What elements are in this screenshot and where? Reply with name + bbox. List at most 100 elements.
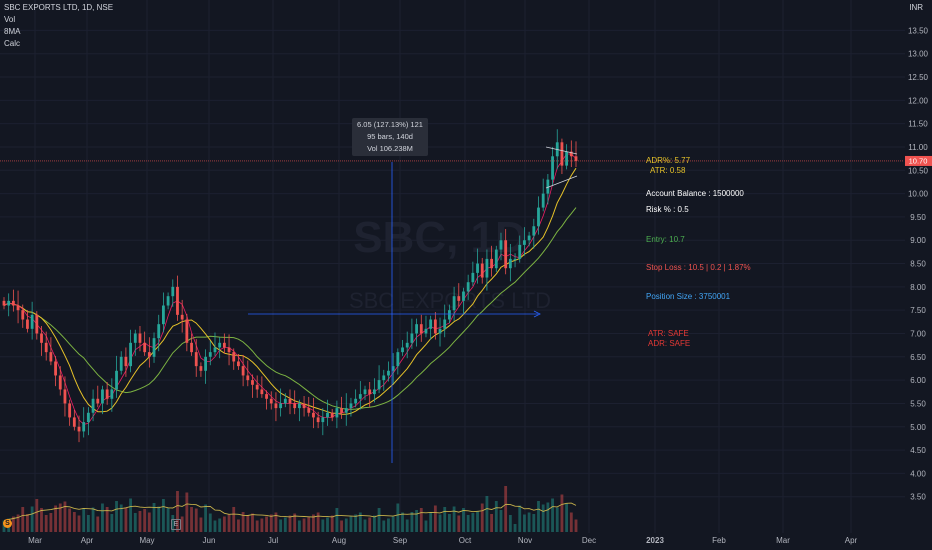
candle-body bbox=[105, 389, 109, 399]
candle-body bbox=[199, 366, 203, 371]
y-tick-label: 7.50 bbox=[910, 306, 926, 315]
candle-body bbox=[180, 314, 184, 320]
indicator-vol[interactable]: Vol bbox=[4, 15, 16, 24]
candle-body bbox=[415, 324, 418, 334]
volume-bar bbox=[448, 514, 451, 532]
indicator-calc[interactable]: Calc bbox=[4, 39, 21, 48]
candle-body bbox=[523, 240, 526, 245]
adr-value: ADR%: 5.77 bbox=[646, 156, 691, 165]
candle-body bbox=[424, 328, 428, 334]
triangle-pattern bbox=[545, 146, 578, 189]
volume-bar bbox=[222, 516, 226, 532]
measure-bars: 95 bars, 140d bbox=[367, 132, 413, 141]
candle-body bbox=[213, 347, 217, 353]
volume-bar bbox=[133, 513, 137, 532]
volume-bar bbox=[143, 509, 147, 532]
volume-bar bbox=[58, 503, 62, 532]
y-tick-label: 11.50 bbox=[908, 120, 928, 129]
volume-bar bbox=[171, 515, 175, 532]
x-tick-label: Jun bbox=[203, 536, 216, 545]
indicator-8ma[interactable]: 8MA bbox=[4, 27, 21, 36]
volume-bar bbox=[124, 508, 128, 532]
y-tick-label: 6.00 bbox=[910, 376, 926, 385]
y-tick-label: 4.50 bbox=[910, 446, 926, 455]
candle-body bbox=[354, 398, 358, 404]
x-tick-label: Feb bbox=[712, 536, 726, 545]
candle-body bbox=[504, 240, 508, 269]
candle-body bbox=[269, 398, 273, 404]
candle-body bbox=[485, 258, 489, 278]
volume-bar bbox=[452, 506, 456, 532]
x-tick-label: Oct bbox=[459, 536, 472, 545]
candle-body bbox=[86, 412, 90, 423]
price-axis: 3.50 4.00 4.50 5.00 5.50 6.00 6.50 7.00 7.50 8.00… bbox=[908, 26, 929, 501]
volume-bar bbox=[419, 508, 423, 532]
volume-bar bbox=[513, 524, 517, 532]
volume-bar bbox=[326, 517, 329, 532]
candle-body bbox=[574, 156, 578, 161]
candle-body bbox=[143, 342, 147, 353]
candle-body bbox=[452, 296, 456, 311]
volume-bar bbox=[363, 519, 367, 532]
volume-bar bbox=[194, 508, 198, 532]
volume-bar bbox=[569, 512, 573, 532]
volume-bar bbox=[279, 519, 283, 532]
candle-body bbox=[462, 291, 465, 301]
volume-bar bbox=[190, 507, 193, 532]
candle-body bbox=[260, 389, 264, 395]
ma-slow-line bbox=[3, 207, 577, 410]
earnings-badge[interactable]: E bbox=[171, 519, 181, 530]
x-tick-label: 2023 bbox=[646, 536, 664, 545]
volume-bar bbox=[466, 515, 470, 532]
candle-body bbox=[494, 249, 498, 269]
candle-body bbox=[204, 356, 208, 371]
volume-bar bbox=[462, 508, 465, 532]
candle-body bbox=[297, 403, 301, 409]
stop-loss: Stop Loss : 10.5 | 0.2 | 1.87% bbox=[646, 263, 751, 272]
candle-body bbox=[349, 403, 353, 409]
volume-bar bbox=[391, 516, 395, 532]
candle-body bbox=[133, 333, 137, 343]
volume-bar bbox=[68, 508, 72, 532]
dividend-badge[interactable]: S bbox=[3, 519, 12, 528]
candle-body bbox=[157, 324, 161, 339]
y-tick-label: 13.50 bbox=[908, 26, 929, 35]
volume-bar bbox=[82, 508, 86, 532]
candle-body bbox=[96, 398, 100, 404]
candle-body bbox=[330, 412, 334, 418]
candle-body bbox=[185, 319, 189, 343]
volume-bar bbox=[494, 501, 498, 532]
currency-label: INR bbox=[909, 3, 923, 12]
volume-bar bbox=[185, 492, 189, 532]
volume-bar bbox=[63, 501, 67, 532]
candle-body bbox=[147, 352, 151, 357]
volume-bar bbox=[265, 516, 268, 532]
volume-histogram bbox=[2, 486, 578, 532]
volume-bar bbox=[471, 513, 475, 532]
volume-bar bbox=[40, 508, 43, 532]
candle-body bbox=[321, 417, 325, 423]
volume-bar bbox=[21, 507, 25, 532]
risk-percent: Risk % : 0.5 bbox=[646, 205, 689, 214]
candle-body bbox=[138, 333, 142, 343]
candle-body bbox=[551, 156, 554, 180]
candle-body bbox=[410, 333, 414, 343]
candle-body bbox=[171, 286, 175, 297]
candle-body bbox=[508, 258, 512, 269]
watermark: SBC, 1D SBC EXPORTS LTD bbox=[349, 213, 551, 313]
volume-bar bbox=[307, 516, 311, 532]
candle-body bbox=[110, 389, 114, 399]
candle-body bbox=[372, 389, 376, 395]
y-tick-label: 10.00 bbox=[908, 190, 929, 199]
watermark-symbol: SBC, 1D bbox=[353, 213, 527, 262]
volume-bar bbox=[349, 516, 353, 532]
volume-bar bbox=[485, 496, 489, 532]
candle-body bbox=[433, 319, 437, 334]
volume-bar bbox=[101, 503, 104, 532]
volume-bar bbox=[537, 501, 540, 532]
candle-body bbox=[40, 333, 43, 343]
x-tick-label: Aug bbox=[332, 536, 346, 545]
volume-bar bbox=[321, 519, 325, 532]
